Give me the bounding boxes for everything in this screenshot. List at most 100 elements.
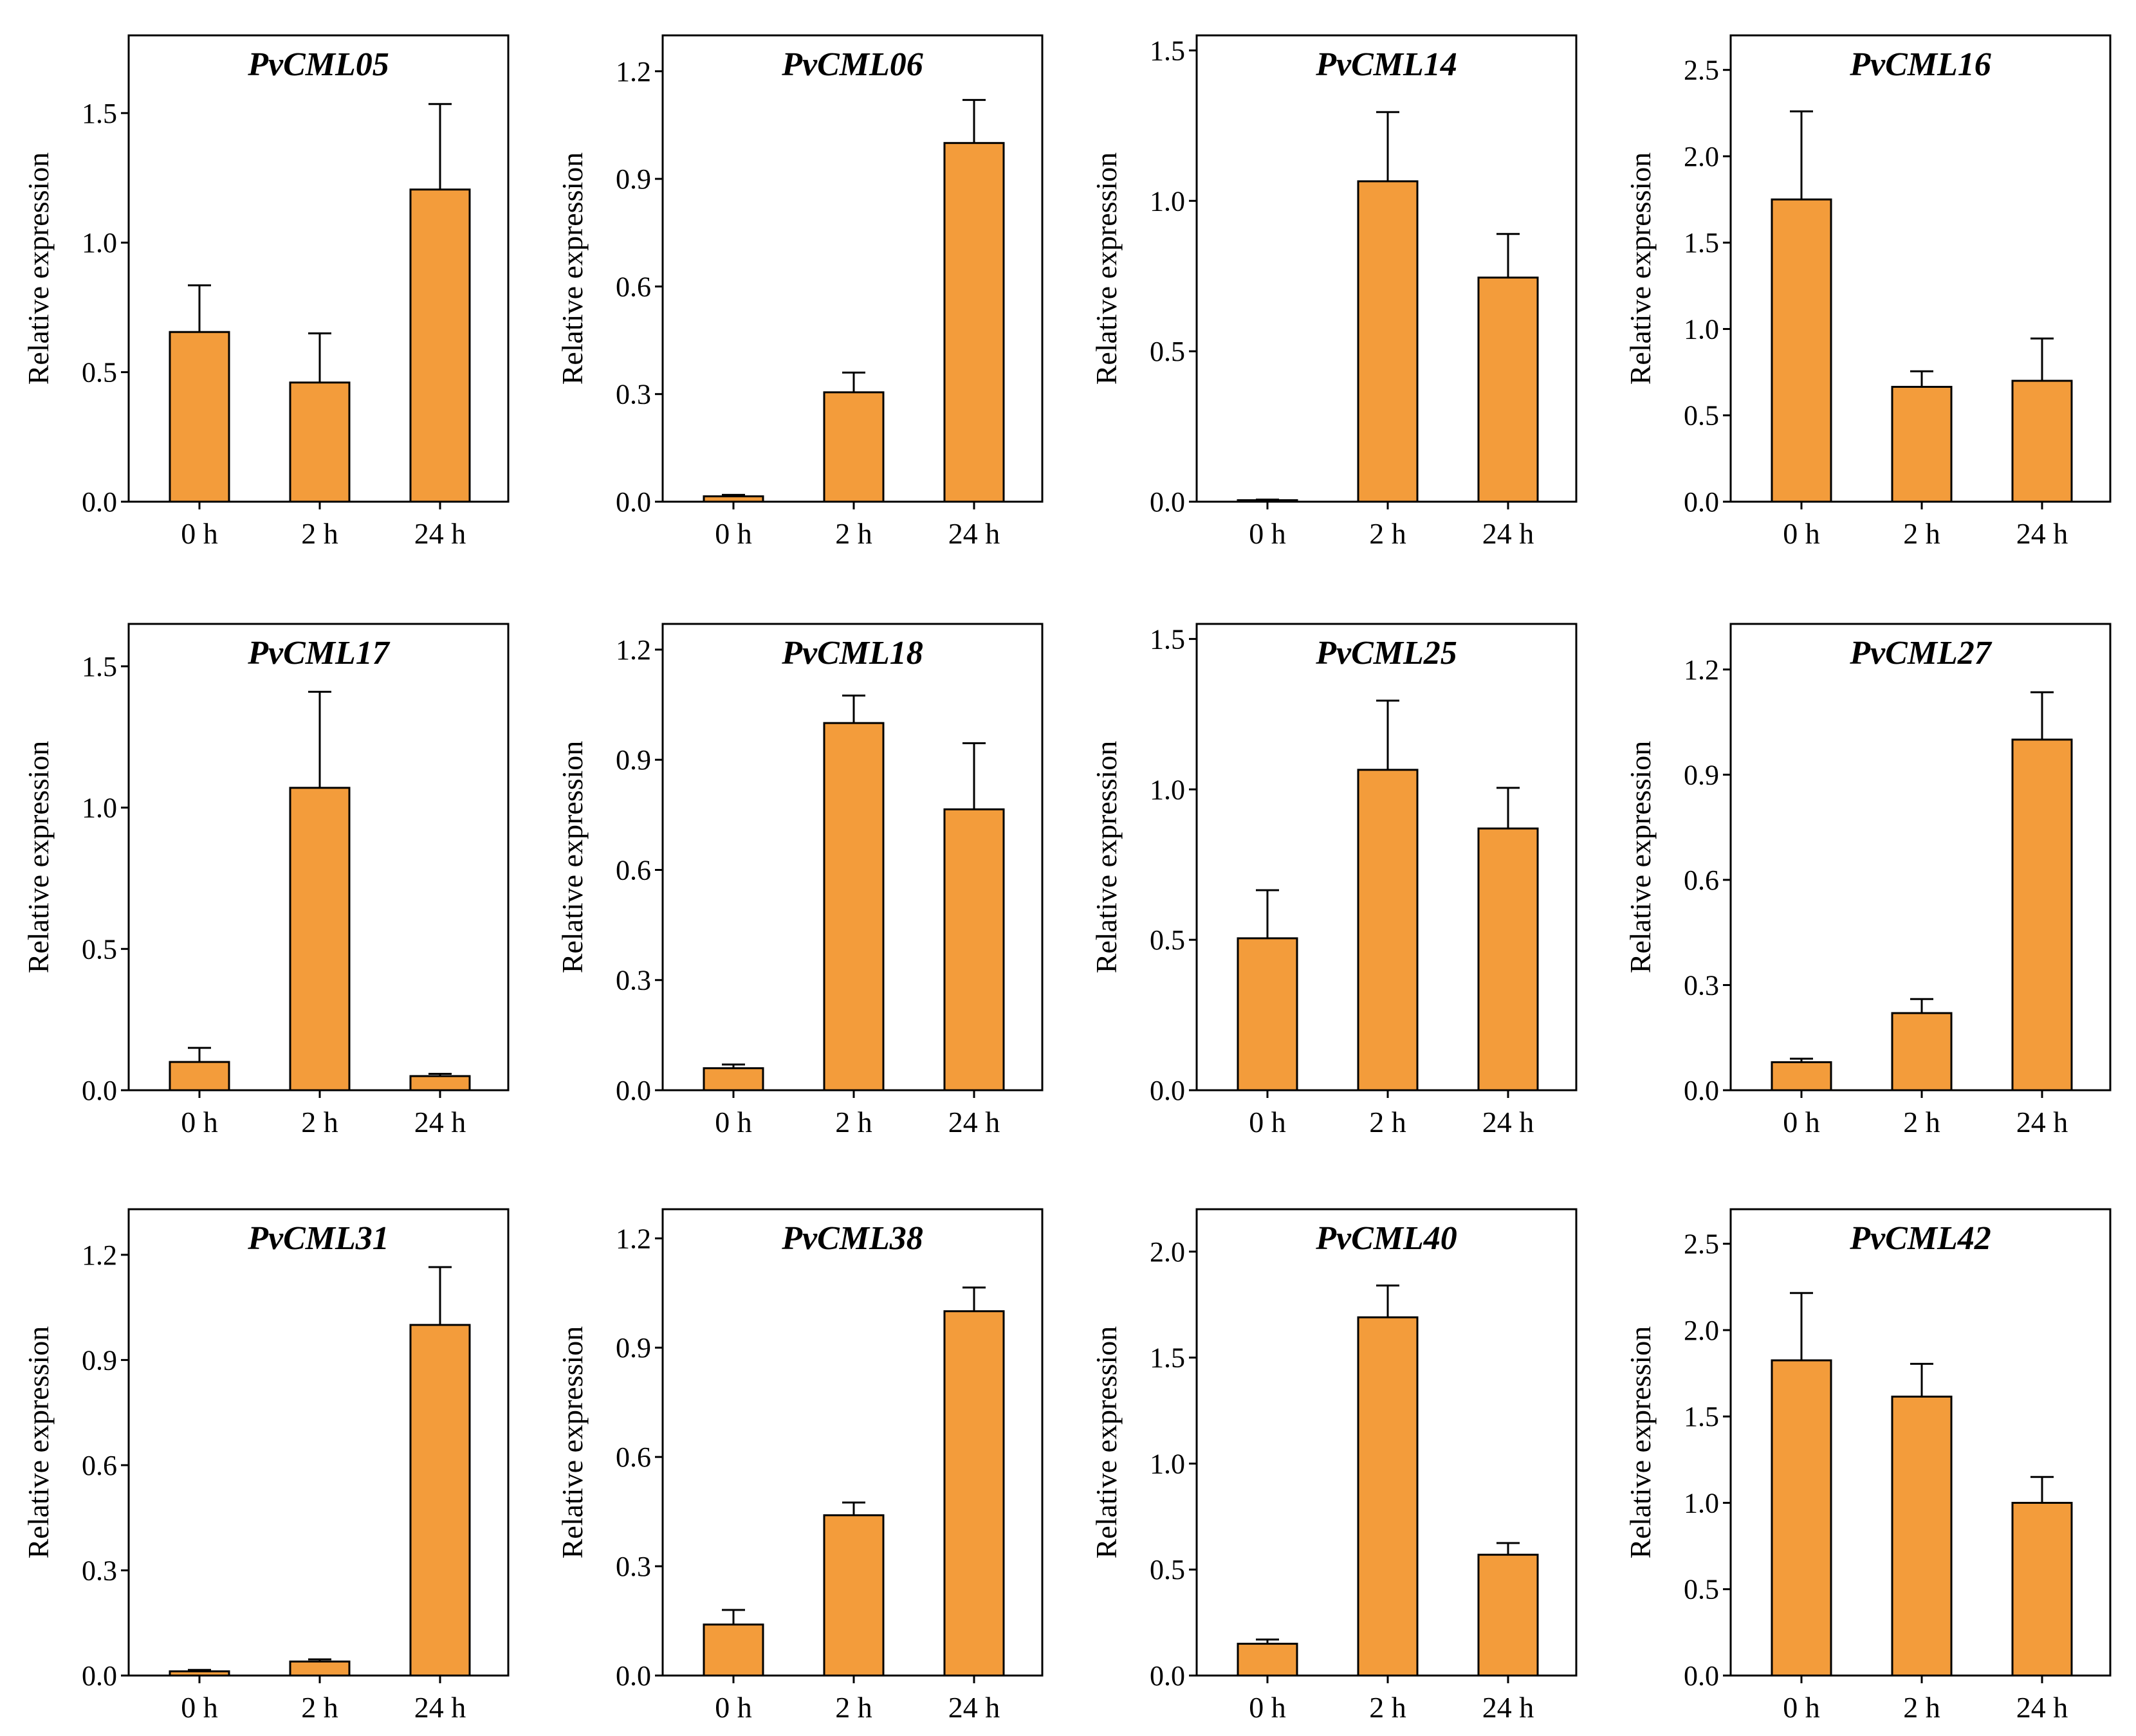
chart-title: PvCML38 <box>781 1220 923 1257</box>
y-tick-label: 1.5 <box>82 651 117 682</box>
bar-2h <box>1891 385 1953 503</box>
x-tick-label: 24 h <box>2016 517 2068 550</box>
bar-0h <box>1237 937 1298 1092</box>
y-tick-label: 0.0 <box>1684 1660 1719 1692</box>
chart-panel-PvCML31: PvCML31 0.0 0.3 0.6 0.9 1.2 Relative expressio… <box>22 1208 510 1724</box>
chart-title: PvCML06 <box>781 46 923 83</box>
y-tick-label: 0.9 <box>616 744 651 776</box>
x-tick-label: 0 h <box>715 517 752 550</box>
x-tick-label: 0 h <box>1249 1691 1286 1724</box>
x-tick-label: 0 h <box>1249 517 1286 550</box>
bar-0h <box>169 1670 230 1677</box>
x-tick-label: 2 h <box>1369 517 1406 550</box>
y-tick-label: 1.5 <box>1150 1342 1185 1374</box>
x-tick-label: 2 h <box>835 1106 872 1138</box>
x-tick-label: 2 h <box>835 1691 872 1724</box>
chart-panel-PvCML25: PvCML25 0.0 0.5 1.0 1.5 Relative expression 0 … <box>1090 623 1578 1138</box>
chart-title: PvCML05 <box>247 46 389 83</box>
x-tick-label: 2 h <box>301 1691 338 1724</box>
y-tick-label: 0.3 <box>616 965 651 996</box>
bar-0h <box>1771 1359 1832 1677</box>
x-tick-label: 0 h <box>1249 1106 1286 1138</box>
x-tick-label: 2 h <box>1903 1106 1940 1138</box>
y-tick-label: 1.0 <box>1150 185 1185 217</box>
y-tick-label: 0.0 <box>82 1075 117 1106</box>
bar-24h <box>409 1075 471 1092</box>
y-axis-label: Relative expression <box>556 152 589 385</box>
y-tick-label: 1.0 <box>1684 1487 1719 1519</box>
y-axis-label: Relative expression <box>1090 152 1123 385</box>
chart-panel-PvCML05: PvCML05 0.0 0.5 1.0 1.5 Relative expression 0 … <box>22 34 510 550</box>
chart-title: PvCML40 <box>1315 1220 1457 1257</box>
x-tick-label: 0 h <box>181 1691 218 1724</box>
bar-24h <box>409 188 471 503</box>
y-axis-label: Relative expression <box>22 152 55 385</box>
y-tick-label: 1.0 <box>82 227 117 259</box>
x-tick-label: 24 h <box>1482 517 1534 550</box>
bar-24h <box>943 142 1005 503</box>
bar-0h <box>703 1623 764 1677</box>
bar-24h <box>2011 1501 2073 1677</box>
y-tick-label: 1.0 <box>1150 1448 1185 1479</box>
y-tick-label: 1.2 <box>1684 654 1719 686</box>
bar-24h <box>943 1310 1005 1677</box>
y-axis-label: Relative expression <box>1624 1326 1657 1559</box>
chart-panel-PvCML17: PvCML17 0.0 0.5 1.0 1.5 Relative expression 0 … <box>22 623 510 1138</box>
bar-0h <box>1237 1643 1298 1677</box>
x-tick-label: 0 h <box>1783 1691 1820 1724</box>
bar-24h <box>1477 1553 1539 1677</box>
y-tick-label: 0.0 <box>1150 1075 1185 1106</box>
x-tick-label: 2 h <box>301 1106 338 1138</box>
bar-2h <box>1357 180 1419 503</box>
chart-panel-PvCML14: PvCML14 0.0 0.5 1.0 1.5 Relative expression 0 … <box>1090 34 1578 550</box>
y-tick-label: 0.3 <box>1684 969 1719 1001</box>
bar-0h <box>169 331 230 503</box>
y-tick-label: 0.6 <box>616 271 651 302</box>
y-tick-label: 2.5 <box>1684 55 1719 86</box>
x-tick-label: 2 h <box>1369 1691 1406 1724</box>
x-tick-label: 2 h <box>1369 1106 1406 1138</box>
y-axis-label: Relative expression <box>1624 741 1657 974</box>
bar-2h <box>823 1514 885 1677</box>
x-tick-label: 24 h <box>948 1691 1000 1724</box>
y-tick-label: 0.5 <box>1684 400 1719 432</box>
y-tick-label: 0.5 <box>1150 1554 1185 1585</box>
y-tick-label: 0.5 <box>1684 1574 1719 1605</box>
y-tick-label: 2.5 <box>1684 1229 1719 1260</box>
y-tick-label: 0.0 <box>1150 1660 1185 1692</box>
x-tick-label: 0 h <box>715 1691 752 1724</box>
y-tick-label: 0.6 <box>616 854 651 886</box>
y-tick-label: 0.6 <box>1684 864 1719 896</box>
y-tick-label: 0.0 <box>82 486 117 518</box>
bar-24h <box>2011 379 2073 503</box>
x-tick-label: 24 h <box>414 517 466 550</box>
bar-0h <box>1771 1061 1832 1092</box>
chart-panel-PvCML16: PvCML16 0.0 0.5 1.0 1.5 2.0 2.5 Relative expres… <box>1624 34 2112 550</box>
bar-0h <box>169 1061 230 1092</box>
x-tick-label: 24 h <box>948 517 1000 550</box>
y-tick-label: 1.2 <box>82 1239 117 1271</box>
x-tick-label: 2 h <box>835 517 872 550</box>
y-tick-label: 0.0 <box>616 486 651 518</box>
y-tick-label: 0.5 <box>82 357 117 388</box>
y-tick-label: 0.0 <box>1150 486 1185 518</box>
x-tick-label: 24 h <box>1482 1106 1534 1138</box>
y-tick-label: 1.0 <box>1684 313 1719 345</box>
x-tick-label: 0 h <box>181 1106 218 1138</box>
bar-24h <box>409 1324 471 1677</box>
y-tick-label: 0.3 <box>616 1551 651 1582</box>
bar-24h <box>2011 738 2073 1092</box>
y-tick-label: 1.2 <box>616 56 651 87</box>
y-tick-label: 0.0 <box>616 1660 651 1692</box>
chart-panel-PvCML18: PvCML18 0.0 0.3 0.6 0.9 1.2 Relative expressio… <box>556 623 1044 1138</box>
y-tick-label: 0.6 <box>82 1450 117 1481</box>
chart-title: PvCML25 <box>1315 635 1457 672</box>
chart-panel-PvCML27: PvCML27 0.0 0.3 0.6 0.9 1.2 Relative expressio… <box>1624 623 2112 1138</box>
y-tick-label: 0.6 <box>616 1441 651 1473</box>
bar-2h <box>1891 1012 1953 1092</box>
y-tick-label: 0.0 <box>82 1660 117 1692</box>
y-tick-label: 1.5 <box>1684 227 1719 259</box>
chart-title: PvCML14 <box>1315 46 1457 83</box>
x-tick-label: 2 h <box>1903 517 1940 550</box>
y-tick-label: 1.0 <box>82 792 117 824</box>
